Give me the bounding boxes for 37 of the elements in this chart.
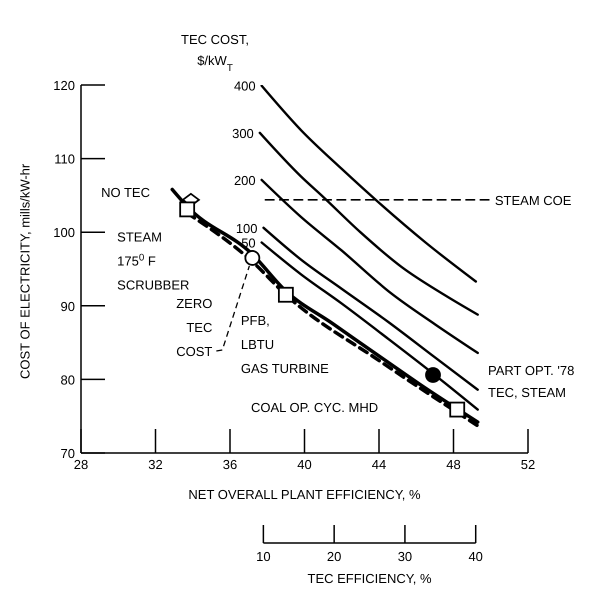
point (278, 286, 294, 303)
x-tick-label: 48 (446, 457, 461, 472)
x-tick-label: 28 (74, 457, 88, 472)
x-tick-label: 52 (520, 457, 536, 472)
y-tick-label: 100 (53, 225, 75, 240)
x2-tick-label: 20 (326, 549, 342, 564)
series-label: 400 (234, 78, 256, 94)
x2-axis-title: TEC EFFICIENCY, % (308, 571, 432, 586)
y-axis-title: COST OF ELECTRICITY, mills/kW-hr (18, 163, 33, 379)
point (244, 250, 260, 266)
series-label: 200 (234, 172, 256, 188)
point (179, 201, 196, 218)
annotation: ZERO TEC COST (176, 296, 212, 359)
y-tick-label: 120 (53, 78, 75, 93)
y-tick-label: 110 (54, 152, 75, 167)
y-tick-label: 90 (60, 298, 75, 314)
series-label: 300 (232, 126, 254, 141)
annotation: STEAM 175$^{0}$ F SCRUBBER (117, 229, 190, 292)
x2-tick-label: 30 (398, 549, 412, 564)
x-axis-title: NET OVERALL PLANT EFFICIENCY, % (188, 487, 422, 502)
annotation: PART OPT. '78 TEC, STEAM (488, 363, 574, 400)
x2-tick-label: 10 (256, 549, 271, 564)
x2-tick-label: 40 (468, 549, 483, 564)
annotation: COAL OP. CYC. MHD (251, 400, 378, 415)
y-tick-label: 70 (60, 446, 75, 461)
point (449, 402, 466, 418)
x-tick-label: 40 (297, 457, 312, 472)
x-tick-label: 32 (148, 457, 163, 472)
x-tick-label: 44 (372, 457, 386, 472)
point (425, 367, 441, 383)
annotation: NO TEC (101, 185, 150, 200)
series-label: STEAM COE (494, 192, 572, 208)
annotation: PFB, LBTU GAS TURBINE (240, 312, 330, 376)
x-tick-label: 36 (222, 457, 238, 472)
legend-title: TEC COST, $/kW$_{T}$ (181, 32, 249, 74)
y-tick-label: 80 (60, 372, 75, 388)
series-label: 100 (236, 220, 258, 236)
